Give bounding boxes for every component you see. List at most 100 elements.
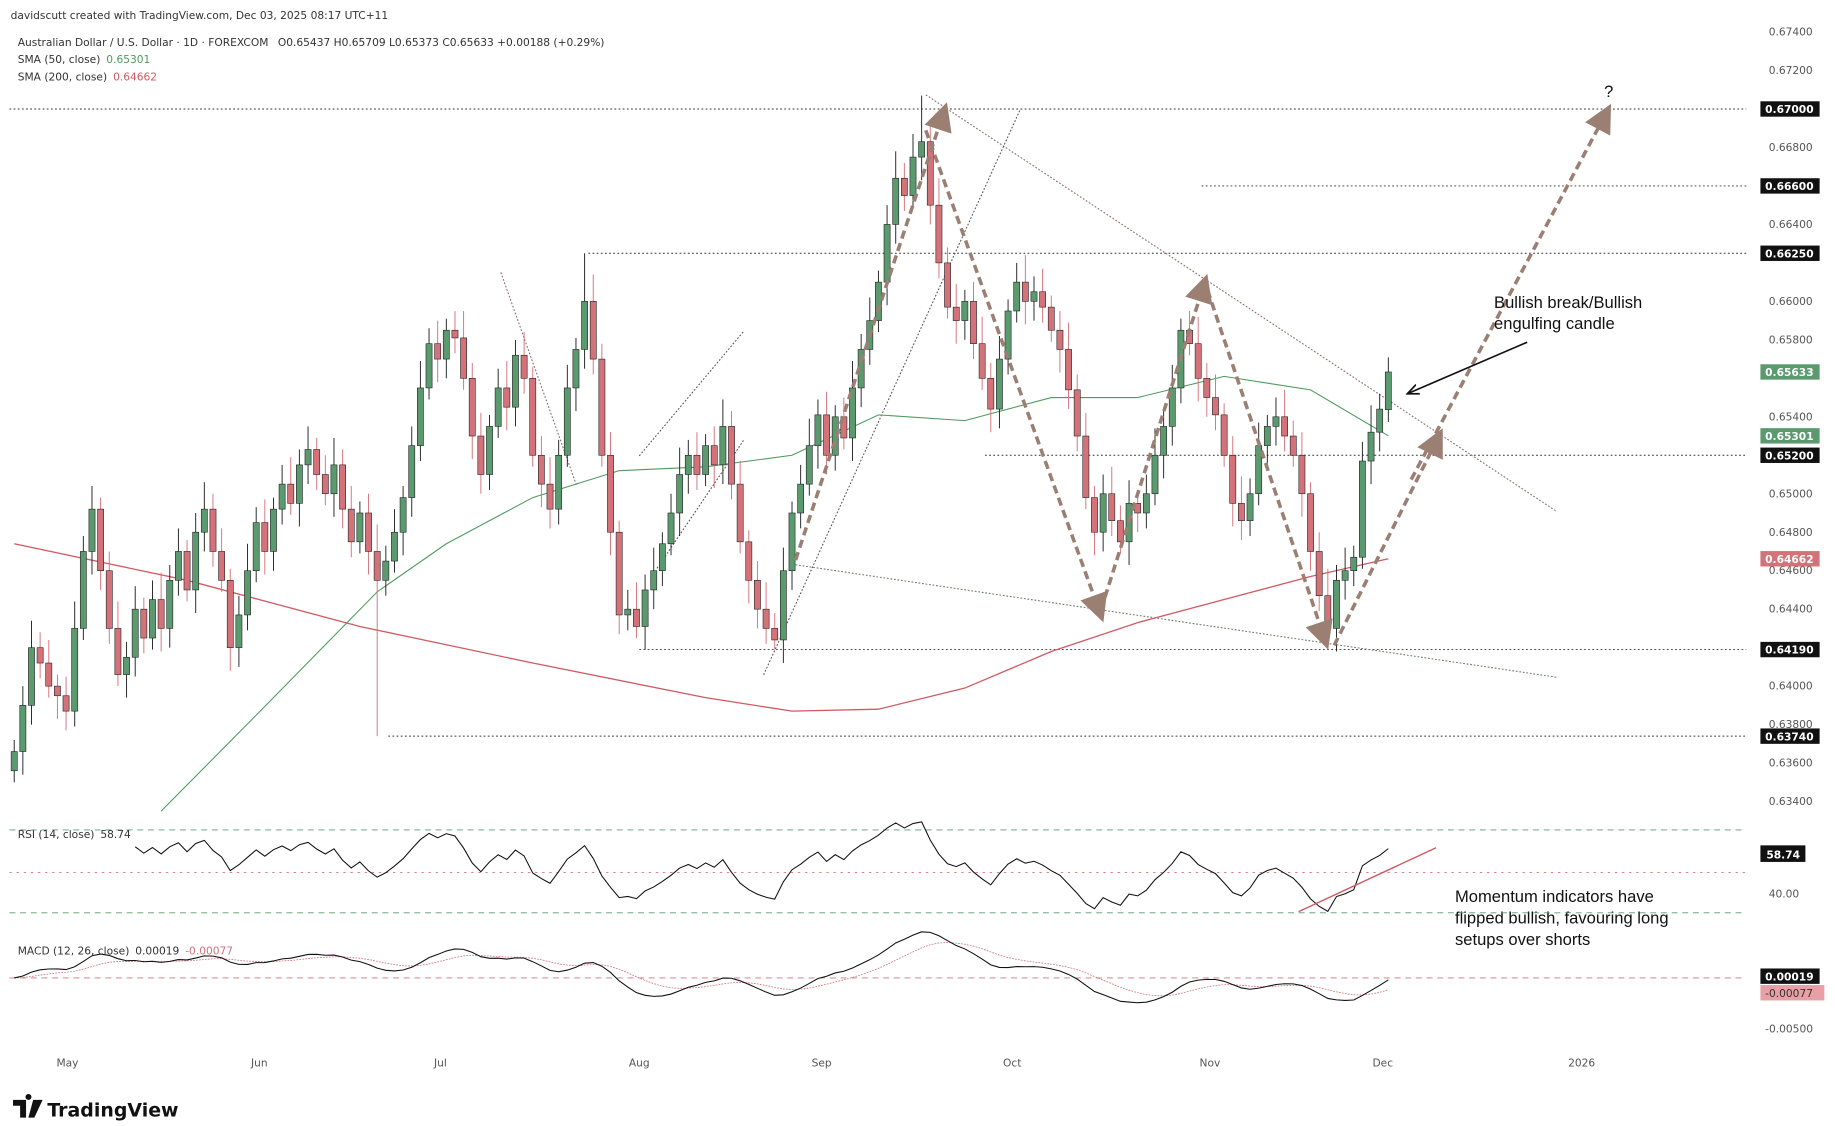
- dashed-arrow[interactable]: [1099, 273, 1213, 611]
- jul-descending-line[interactable]: [500, 272, 578, 486]
- candle-down[interactable]: [313, 449, 321, 475]
- candle-up[interactable]: [131, 608, 139, 658]
- candle-down[interactable]: [1021, 281, 1029, 302]
- candle-down[interactable]: [460, 337, 467, 379]
- candle-down[interactable]: [140, 608, 148, 639]
- candle-down[interactable]: [321, 474, 329, 495]
- candle-up[interactable]: [650, 570, 658, 591]
- candle-up[interactable]: [1341, 570, 1349, 581]
- candle-down[interactable]: [538, 454, 545, 485]
- candle-down[interactable]: [36, 647, 44, 664]
- candle-up[interactable]: [1350, 556, 1358, 571]
- dashed-arrow[interactable]: [924, 129, 1108, 623]
- candle-down[interactable]: [1307, 493, 1314, 552]
- candle-up[interactable]: [252, 522, 260, 571]
- candle-up[interactable]: [486, 426, 493, 475]
- candle-down[interactable]: [261, 522, 269, 552]
- candle-down[interactable]: [157, 599, 165, 629]
- candle-down[interactable]: [1229, 454, 1237, 504]
- candle-down[interactable]: [1039, 291, 1047, 308]
- candle-down[interactable]: [1289, 435, 1297, 456]
- candle-down[interactable]: [1298, 454, 1306, 495]
- candle-up[interactable]: [28, 647, 35, 706]
- candle-down[interactable]: [693, 454, 701, 475]
- candle-up[interactable]: [175, 551, 182, 581]
- candle-up[interactable]: [1367, 431, 1375, 462]
- candle-up[interactable]: [442, 329, 450, 360]
- price-axis[interactable]: 0.67400 0.67200 0.66800 0.66400 0.66000 0.658…: [1760, 26, 1820, 809]
- candle-up[interactable]: [71, 628, 79, 712]
- candle-down[interactable]: [745, 541, 753, 581]
- candle-down[interactable]: [900, 177, 908, 196]
- candle-up[interactable]: [563, 387, 571, 456]
- candle-down[interactable]: [1047, 306, 1055, 331]
- candle-down[interactable]: [1056, 329, 1064, 350]
- candle-down[interactable]: [226, 580, 234, 648]
- candle-up[interactable]: [200, 508, 208, 533]
- dashed-arrow[interactable]: [1205, 289, 1333, 650]
- candle-down[interactable]: [1220, 414, 1228, 456]
- candle-up[interactable]: [166, 580, 174, 629]
- candle-up[interactable]: [391, 531, 398, 562]
- candle-down[interactable]: [114, 628, 122, 675]
- candle-up[interactable]: [788, 512, 796, 571]
- candle-up[interactable]: [417, 387, 424, 446]
- candle-down[interactable]: [754, 580, 761, 610]
- candle-down[interactable]: [710, 445, 718, 466]
- candle-up[interactable]: [1272, 416, 1280, 427]
- candle-up[interactable]: [1099, 493, 1107, 533]
- candle-up[interactable]: [1384, 371, 1392, 410]
- candle-down[interactable]: [105, 570, 113, 629]
- candle-up[interactable]: [408, 445, 416, 498]
- candle-down[interactable]: [1194, 343, 1202, 379]
- dashed-arrow[interactable]: [1332, 428, 1443, 647]
- candle-down[interactable]: [477, 435, 485, 475]
- candle-up[interactable]: [1142, 493, 1150, 514]
- callout-arrow[interactable]: [1409, 341, 1528, 393]
- candle-down[interactable]: [987, 378, 995, 410]
- candle-up[interactable]: [79, 551, 87, 629]
- candle-up[interactable]: [961, 301, 969, 321]
- candle-up[interactable]: [555, 454, 563, 510]
- candle-down[interactable]: [598, 358, 606, 456]
- candle-up[interactable]: [624, 608, 632, 616]
- candle-down[interactable]: [970, 301, 977, 344]
- candle-up[interactable]: [659, 543, 666, 571]
- candle-up[interactable]: [779, 570, 787, 641]
- candle-up[interactable]: [270, 508, 277, 552]
- candle-up[interactable]: [849, 387, 856, 439]
- candle-up[interactable]: [10, 751, 18, 772]
- candle-up[interactable]: [278, 483, 286, 510]
- candle-up[interactable]: [382, 560, 390, 581]
- candle-down[interactable]: [1117, 520, 1124, 543]
- candle-down[interactable]: [62, 695, 70, 712]
- candle-down[interactable]: [434, 343, 442, 360]
- candle-up[interactable]: [909, 156, 917, 196]
- candle-up[interactable]: [1160, 426, 1168, 456]
- candle-up[interactable]: [1359, 460, 1366, 558]
- candle-down[interactable]: [762, 608, 770, 629]
- candle-down[interactable]: [823, 414, 830, 456]
- candle-down[interactable]: [503, 387, 511, 408]
- candle-down[interactable]: [1324, 595, 1332, 629]
- candle-up[interactable]: [797, 483, 805, 514]
- candle-up[interactable]: [996, 358, 1003, 410]
- candle-down[interactable]: [183, 551, 191, 591]
- candle-down[interactable]: [451, 329, 459, 339]
- candle-down[interactable]: [944, 262, 951, 308]
- candle-up[interactable]: [1013, 281, 1021, 312]
- candle-down[interactable]: [218, 551, 225, 581]
- candle-up[interactable]: [1030, 291, 1038, 302]
- candle-down[interactable]: [287, 483, 295, 504]
- candle-down[interactable]: [771, 628, 779, 641]
- dashed-arrow[interactable]: [793, 102, 952, 561]
- dashed-arrow-target[interactable]: [1409, 103, 1612, 481]
- candle-down[interactable]: [1315, 551, 1323, 597]
- candle-up[interactable]: [1168, 387, 1176, 427]
- candle-up[interactable]: [123, 656, 130, 675]
- candle-down[interactable]: [468, 378, 476, 437]
- candle-up[interactable]: [641, 589, 649, 627]
- candle-down[interactable]: [365, 512, 372, 552]
- candle-up[interactable]: [702, 445, 709, 475]
